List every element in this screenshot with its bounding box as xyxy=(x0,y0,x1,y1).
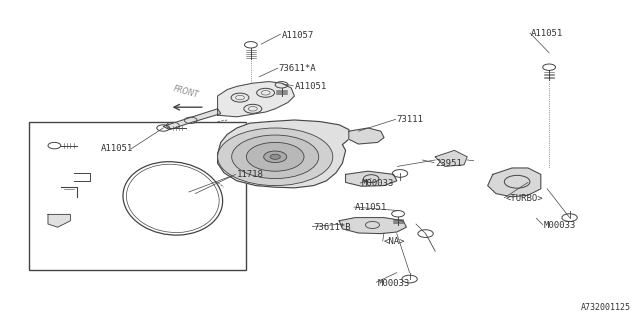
Polygon shape xyxy=(435,150,467,166)
Polygon shape xyxy=(163,109,221,130)
Text: 73611*B: 73611*B xyxy=(314,223,351,232)
Circle shape xyxy=(270,154,280,159)
Text: <TURBO>: <TURBO> xyxy=(506,194,543,203)
Polygon shape xyxy=(346,171,397,186)
Text: 11718: 11718 xyxy=(237,170,264,179)
Text: A732001125: A732001125 xyxy=(580,303,630,312)
Text: M00033: M00033 xyxy=(378,279,410,288)
Circle shape xyxy=(232,135,319,179)
Text: A11051: A11051 xyxy=(531,29,563,38)
Polygon shape xyxy=(349,128,384,144)
Polygon shape xyxy=(48,214,70,227)
Text: M00033: M00033 xyxy=(362,180,394,188)
Text: 23951: 23951 xyxy=(435,159,462,168)
Text: 73611*A: 73611*A xyxy=(278,64,316,73)
Text: FRONT: FRONT xyxy=(172,84,199,99)
Polygon shape xyxy=(218,82,294,117)
Text: A11057: A11057 xyxy=(282,31,314,40)
Circle shape xyxy=(264,151,287,163)
Circle shape xyxy=(246,142,304,171)
Text: 73111: 73111 xyxy=(397,116,424,124)
Text: A11051: A11051 xyxy=(355,204,387,212)
Circle shape xyxy=(218,128,333,186)
Polygon shape xyxy=(218,120,352,188)
Text: A11051: A11051 xyxy=(101,144,133,153)
Text: <NA>: <NA> xyxy=(384,237,406,246)
Text: A11051: A11051 xyxy=(294,82,326,91)
Text: M00033: M00033 xyxy=(544,221,576,230)
Polygon shape xyxy=(339,218,406,234)
Bar xyxy=(29,122,246,270)
Polygon shape xyxy=(488,168,541,197)
